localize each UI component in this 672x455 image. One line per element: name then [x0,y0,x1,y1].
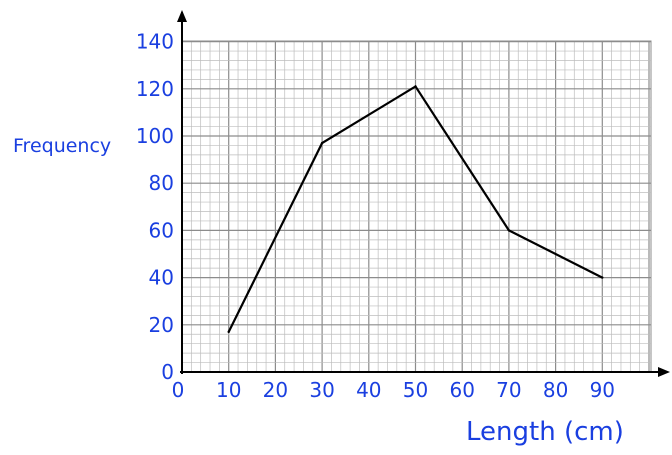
x-tick-label: 50 [403,378,428,402]
y-tick-label: 40 [149,266,174,290]
x-tick-label: 80 [543,378,568,402]
x-tick-label: 70 [496,378,521,402]
y-tick-label: 140 [136,30,174,54]
x-axis-label: Length (cm) [466,417,624,447]
grid-frame [181,40,652,373]
x-tick-labels: 0 10 20 30 40 50 60 70 80 90 [172,378,615,402]
data-point [601,276,604,279]
y-tick-label: 60 [149,218,174,242]
data-point [227,330,230,334]
y-tick-label: 0 [161,360,174,384]
grid [181,40,652,373]
series [227,84,604,334]
y-axis-label: Frequency [13,135,111,157]
x-tick-label: 30 [309,378,334,402]
data-point [320,141,324,145]
y-tick-label: 80 [149,171,174,195]
axes [177,10,670,377]
y-axis-arrow [177,10,187,22]
x-tick-label: 60 [449,378,474,402]
data-point [414,85,417,88]
y-tick-labels: 0 20 40 60 80 100 120 140 [136,30,174,384]
x-axis-arrow [658,367,670,377]
x-tick-label: 90 [590,378,615,402]
data-point [507,229,511,232]
x-tick-label: 0 [172,378,185,402]
y-tick-label: 100 [136,124,174,148]
y-tick-label: 120 [136,77,174,101]
x-tick-label: 10 [216,378,241,402]
x-tick-label: 20 [263,378,288,402]
y-tick-label: 20 [149,313,174,337]
x-tick-label: 40 [356,378,381,402]
